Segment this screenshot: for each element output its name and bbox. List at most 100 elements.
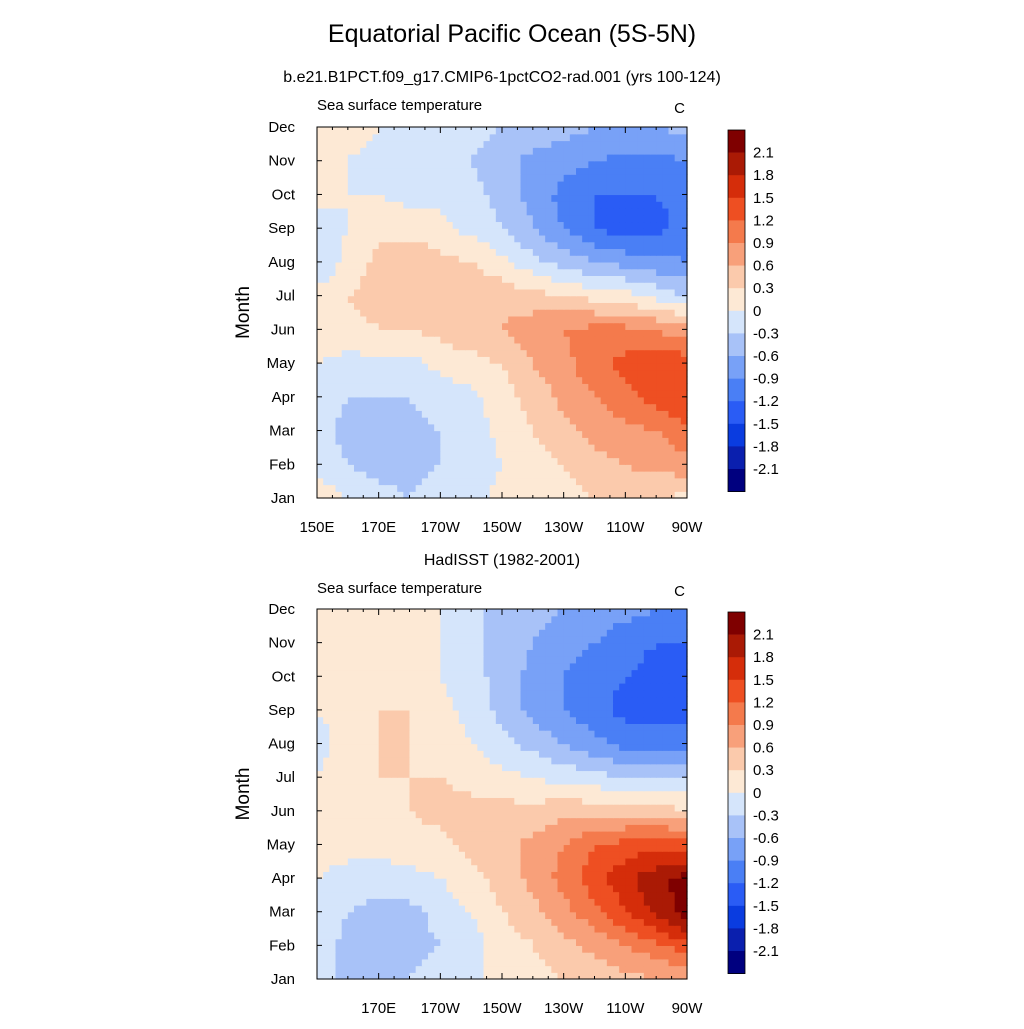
panel1-field-cell (403, 269, 410, 276)
panel1-field-cell (625, 370, 632, 377)
panel1-field-cell (434, 390, 441, 397)
panel1-field-cell (607, 215, 614, 222)
panel1-field-cell (650, 471, 657, 478)
panel2-field-cell (391, 851, 398, 858)
panel2-field-cell (440, 865, 447, 872)
panel1-field-cell (625, 377, 632, 384)
panel1-field-cell (385, 404, 392, 411)
panel2-field-cell (410, 932, 417, 939)
panel1-field-cell (656, 363, 663, 370)
panel2-field-cell (539, 878, 546, 885)
panel1-field-cell (416, 269, 423, 276)
panel2-field-cell (576, 952, 583, 959)
panel1-field-cell (453, 154, 460, 161)
panel1-field-cell (595, 323, 602, 330)
panel1-field-cell (360, 323, 367, 330)
panel1-field-cell (336, 485, 343, 492)
panel2-field-cell (336, 838, 343, 845)
panel1-field-cell (558, 390, 565, 397)
panel2-field-cell (638, 925, 645, 932)
panel1-field-cell (533, 485, 540, 492)
panel2-field-cell (416, 918, 423, 925)
panel2-field-cell (348, 959, 355, 966)
panel1-field-cell (410, 410, 417, 417)
panel2-field-cell (373, 925, 380, 932)
panel2-field-cell (650, 898, 657, 905)
panel2-field-cell (521, 878, 528, 885)
panel2-field-cell (447, 932, 454, 939)
panel1-field-cell (545, 343, 552, 350)
panel2-field-cell (366, 811, 373, 818)
panel1-field-cell (490, 458, 497, 465)
panel1-field-cell (539, 269, 546, 276)
panel1-field-cell (379, 235, 386, 242)
panel1-colorbar-segment (728, 288, 745, 311)
panel1-field-cell (447, 235, 454, 242)
panel2-field-cell (342, 885, 349, 892)
panel1-field-cell (354, 491, 361, 498)
panel1-field-cell (428, 201, 435, 208)
panel2-field-cell (558, 858, 565, 865)
panel1-field-cell (484, 269, 491, 276)
panel1-field-cell (440, 471, 447, 478)
panel1-field-cell (323, 363, 330, 370)
panel1-field-cell (539, 289, 546, 296)
panel1-field-cell (459, 181, 466, 188)
panel1-field-cell (354, 282, 361, 289)
panel1-field-cell (662, 302, 669, 309)
panel2-field-cell (379, 945, 386, 952)
panel1-field-cell (638, 404, 645, 411)
panel1-field-cell (514, 458, 521, 465)
panel1-field-cell (551, 336, 558, 343)
panel2-field-cell (465, 831, 472, 838)
panel2-field-cell (323, 797, 330, 804)
panel1-field-cell (336, 154, 343, 161)
panel2-field-cell (514, 838, 521, 845)
panel2-field-cell (545, 804, 552, 811)
panel1-field-cell (545, 478, 552, 485)
panel2-field-cell (440, 818, 447, 825)
panel1-field-cell (440, 437, 447, 444)
panel2-field-cell (459, 851, 466, 858)
panel2-field-cell (366, 932, 373, 939)
panel1-field-cell (656, 431, 663, 438)
panel2-field-cell (533, 952, 540, 959)
panel2-field-cell (570, 804, 577, 811)
panel1-field-cell (675, 221, 682, 228)
panel2-field-cell (317, 818, 324, 825)
panel1-field-cell (354, 188, 361, 195)
panel1-field-cell (539, 147, 546, 154)
panel1-field-cell (447, 377, 454, 384)
panel2-field-cell (373, 804, 380, 811)
panel1-field-cell (484, 309, 491, 316)
panel2-field-cell (502, 892, 509, 899)
panel1-field-cell (354, 316, 361, 323)
panel1-field-cell (607, 289, 614, 296)
panel2-field-cell (545, 918, 552, 925)
panel1-field-cell (632, 188, 639, 195)
panel1-field-cell (656, 167, 663, 174)
panel1-field-cell (607, 410, 614, 417)
panel1-field-cell (533, 444, 540, 451)
panel1-field-cell (508, 221, 515, 228)
panel1-field-cell (533, 188, 540, 195)
panel1-field-cell (576, 458, 583, 465)
panel1-field-cell (379, 431, 386, 438)
panel1-field-cell (613, 444, 620, 451)
panel1-field-cell (662, 255, 669, 262)
panel1-field-cell (440, 377, 447, 384)
panel1-field-cell (348, 478, 355, 485)
panel1-field-cell (422, 242, 429, 249)
panel2-field-cell (342, 932, 349, 939)
panel1-field-cell (459, 444, 466, 451)
panel1-field-cell (595, 444, 602, 451)
panel2-field-cell (539, 905, 546, 912)
panel1-field-cell (570, 147, 577, 154)
panel1-field-cell (675, 431, 682, 438)
panel2-field-cell (416, 912, 423, 919)
panel2-field-cell (317, 885, 324, 892)
panel2-field-cell (379, 918, 386, 925)
panel2-field-cell (453, 959, 460, 966)
panel1-field-cell (373, 451, 380, 458)
panel2-field-cell (447, 838, 454, 845)
